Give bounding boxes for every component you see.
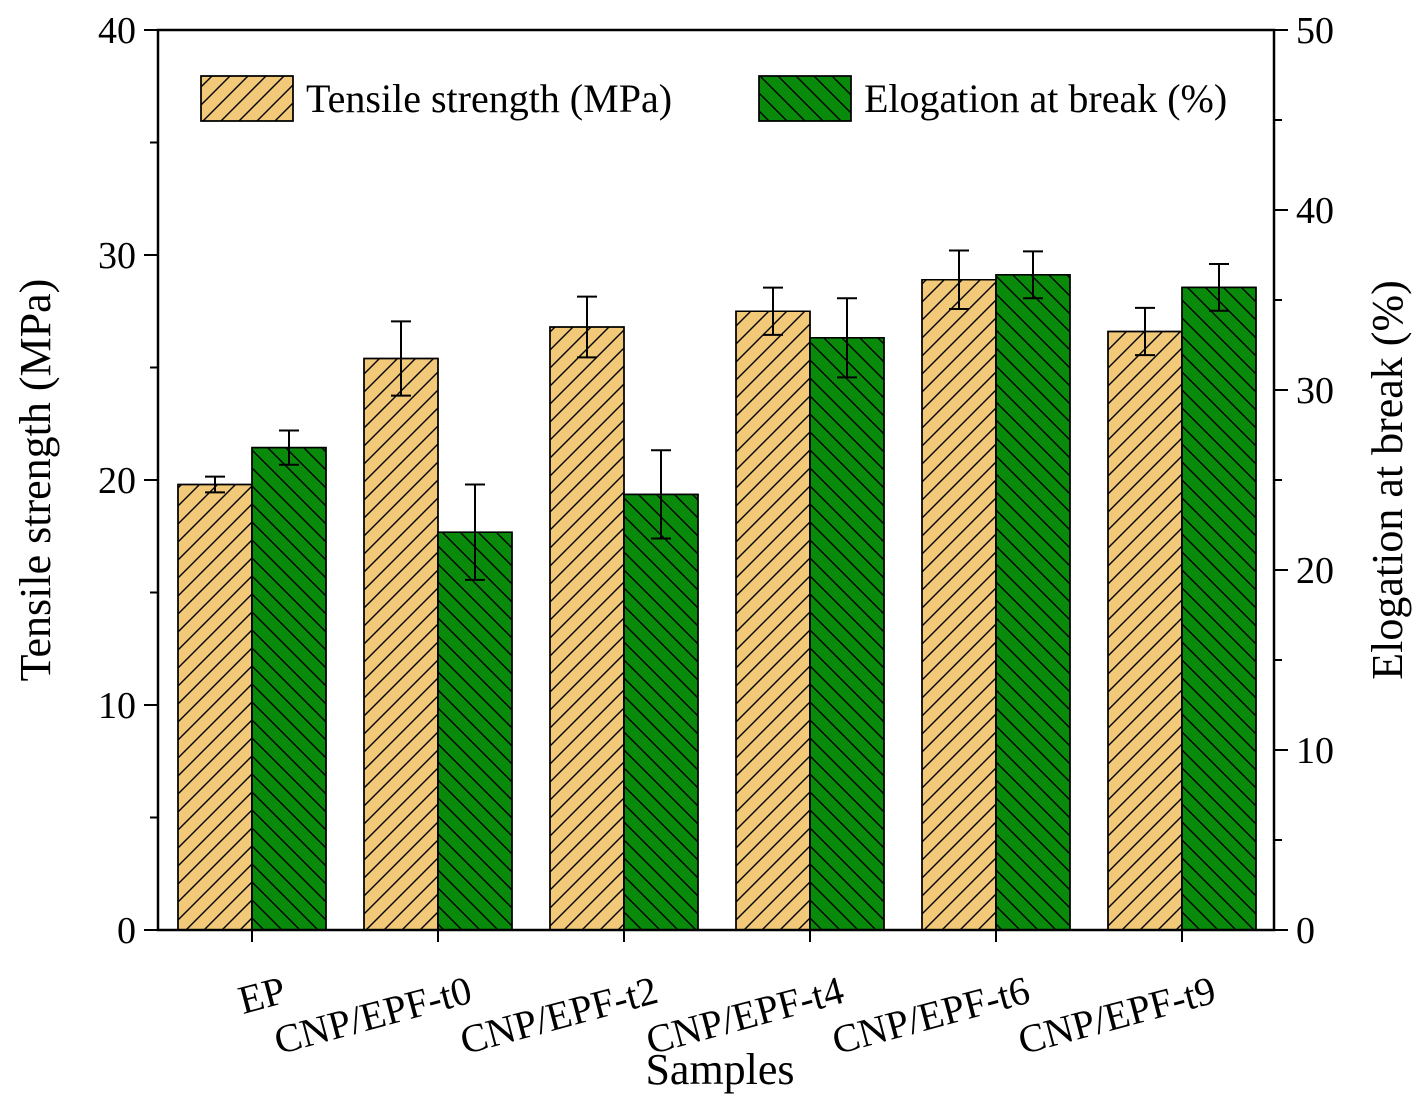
error-bar-tensile-strength-3 — [763, 286, 783, 336]
bar-hatch-elongation-3 — [809, 337, 885, 931]
left-tick-label: 10 — [98, 685, 136, 727]
right-y-axis: 0 10 20 30 40 50 — [1274, 10, 1334, 952]
right-tick-label: 30 — [1296, 370, 1334, 412]
bar-hatch-tensile-strength-3 — [735, 310, 811, 931]
legend-label-tensile-strength: Tensile strength (MPa) — [306, 76, 672, 121]
x-tick-label: CNP/EPF-t9 — [1013, 967, 1220, 1063]
error-bar-elongation-1 — [465, 483, 485, 581]
legend-swatch-elongation-hatch — [758, 75, 852, 122]
x-tick-label: EP — [234, 967, 291, 1023]
bar-hatch-tensile-strength-1 — [363, 357, 439, 931]
left-y-axis-title: Tensile strength (MPa) — [11, 279, 60, 682]
error-bar-tensile-strength-1 — [391, 320, 411, 397]
legend-swatch-tensile-strength-hatch — [200, 75, 294, 122]
bar-hatch-elongation-4 — [995, 274, 1071, 931]
right-tick-label: 20 — [1296, 550, 1334, 592]
bar-hatch-tensile-strength-5 — [1107, 330, 1183, 931]
error-bar-elongation-2 — [651, 449, 671, 540]
bars — [177, 274, 1257, 931]
left-tick-label: 40 — [98, 10, 136, 52]
right-tick-label: 40 — [1296, 190, 1334, 232]
bar-hatch-elongation-5 — [1181, 286, 1257, 931]
bar-hatch-tensile-strength-4 — [921, 279, 997, 931]
bar-hatch-tensile-strength-0 — [177, 483, 253, 931]
right-tick-label: 0 — [1296, 910, 1315, 952]
right-y-axis-title: Elogation at break (%) — [1363, 280, 1412, 680]
error-bar-elongation-3 — [837, 297, 857, 379]
bar-hatch-elongation-1 — [437, 531, 513, 931]
error-bar-elongation-0 — [279, 429, 299, 466]
x-tick-label: CNP/EPF-t2 — [455, 967, 662, 1063]
legend: Tensile strength (MPa) Elogation at brea… — [200, 75, 1227, 122]
error-bar-tensile-strength-4 — [949, 249, 969, 310]
x-axis-title: Samples — [645, 1045, 794, 1094]
right-tick-label: 50 — [1296, 10, 1334, 52]
left-tick-label: 30 — [98, 235, 136, 277]
bar-hatch-tensile-strength-2 — [549, 326, 625, 931]
right-tick-label: 10 — [1296, 730, 1334, 772]
error-bar-tensile-strength-2 — [577, 295, 597, 359]
error-bars — [205, 249, 1229, 581]
error-bar-tensile-strength-5 — [1135, 306, 1155, 357]
error-bar-elongation-5 — [1209, 263, 1229, 312]
left-tick-label: 20 — [98, 460, 136, 502]
left-tick-label: 0 — [117, 910, 136, 952]
error-bar-elongation-4 — [1023, 250, 1043, 300]
error-bar-tensile-strength-0 — [205, 475, 225, 494]
legend-label-elongation: Elogation at break (%) — [864, 76, 1227, 121]
x-axis: EPCNP/EPF-t0CNP/EPF-t2CNP/EPF-t4CNP/EPF-… — [234, 930, 1220, 1063]
bar-hatch-elongation-2 — [623, 493, 699, 931]
left-y-axis: 0 10 20 30 40 — [98, 10, 158, 952]
bar-hatch-elongation-0 — [251, 446, 327, 931]
x-tick-label: CNP/EPF-t6 — [827, 967, 1034, 1063]
x-tick-label: CNP/EPF-t0 — [269, 967, 476, 1063]
